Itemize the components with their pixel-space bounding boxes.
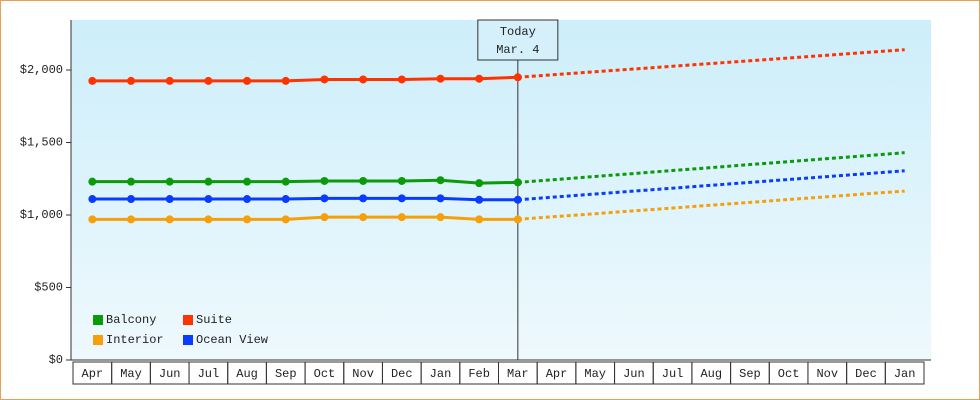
x-tick-label: Apr: [82, 367, 104, 381]
point: [320, 213, 329, 222]
point: [165, 76, 174, 85]
point: [513, 178, 522, 187]
point: [243, 177, 252, 186]
point: [165, 177, 174, 186]
x-tick-label: May: [584, 367, 606, 381]
point: [204, 177, 213, 186]
point: [397, 213, 406, 222]
x-tick-label: Mar: [507, 367, 529, 381]
x-tick-label: Nov: [352, 367, 374, 381]
y-tick-label: $0: [49, 353, 63, 367]
point: [165, 195, 174, 204]
point: [204, 76, 213, 85]
point: [397, 75, 406, 84]
point: [436, 176, 445, 185]
point: [281, 76, 290, 85]
x-tick-label: Jun: [623, 367, 645, 381]
point: [475, 74, 484, 83]
x-tick-label: Jul: [198, 367, 220, 381]
point: [475, 179, 484, 188]
x-tick-label: Jan: [894, 367, 916, 381]
point: [88, 215, 97, 224]
series-line: [92, 215, 518, 221]
today-box: [477, 19, 559, 61]
x-tick-label: Dec: [855, 367, 877, 381]
x-tick-label: Sep: [739, 367, 761, 381]
point: [397, 176, 406, 185]
legend-label: Interior: [106, 333, 164, 347]
y-tick-label: $1,500: [20, 136, 63, 150]
legend-label: Suite: [196, 313, 232, 327]
point: [513, 215, 522, 224]
x-tick-label: Dec: [391, 367, 413, 381]
forecast-line: [517, 189, 905, 221]
today-title: Today: [500, 25, 536, 39]
x-tick-label: Aug: [700, 367, 722, 381]
point: [436, 213, 445, 222]
series-line: [92, 75, 518, 83]
point: [359, 194, 368, 203]
point: [88, 76, 97, 85]
y-tick-label: $500: [34, 281, 63, 295]
x-tick-label: Feb: [468, 367, 490, 381]
point: [359, 75, 368, 84]
point: [359, 176, 368, 185]
legend-swatch: [93, 315, 103, 325]
point: [320, 176, 329, 185]
series-line: [92, 178, 518, 185]
point: [513, 195, 522, 204]
x-tick-label: May: [120, 367, 142, 381]
point: [165, 215, 174, 224]
x-tick-label: Oct: [778, 367, 800, 381]
point: [127, 76, 136, 85]
x-tick-label: Oct: [314, 367, 336, 381]
forecast-line: [517, 48, 905, 79]
x-tick-label: Jun: [159, 367, 181, 381]
point: [436, 194, 445, 203]
point: [243, 76, 252, 85]
point: [281, 215, 290, 224]
point: [320, 194, 329, 203]
forecast-line: [517, 169, 905, 202]
today-date: Mar. 4: [496, 43, 539, 57]
legend-label: Ocean View: [196, 333, 269, 347]
point: [88, 195, 97, 204]
y-tick-label: $1,000: [20, 208, 63, 222]
point: [475, 195, 484, 204]
point: [475, 215, 484, 224]
x-tick-label: Sep: [275, 367, 297, 381]
point: [281, 195, 290, 204]
x-tick-label: Nov: [816, 367, 838, 381]
legend-label: Balcony: [106, 313, 156, 327]
plot-area: [71, 20, 931, 360]
point: [359, 213, 368, 222]
point: [204, 195, 213, 204]
legend-swatch: [93, 335, 103, 345]
point: [127, 195, 136, 204]
legend-swatch: [183, 335, 193, 345]
legend-swatch: [183, 315, 193, 325]
x-tick-label: Jul: [662, 367, 684, 381]
point: [243, 195, 252, 204]
y-tick-label: $2,000: [20, 63, 63, 77]
point: [243, 215, 252, 224]
x-tick-cell: [884, 361, 925, 385]
point: [436, 74, 445, 83]
point: [127, 215, 136, 224]
x-tick-label: Apr: [546, 367, 568, 381]
point: [513, 73, 522, 82]
point: [397, 194, 406, 203]
point: [320, 75, 329, 84]
point: [88, 177, 97, 186]
forecast-line: [517, 151, 905, 184]
x-tick-label: Aug: [236, 367, 258, 381]
point: [281, 177, 290, 186]
point: [127, 177, 136, 186]
x-tick-label: Jan: [430, 367, 452, 381]
series-line: [92, 196, 518, 202]
point: [204, 215, 213, 224]
